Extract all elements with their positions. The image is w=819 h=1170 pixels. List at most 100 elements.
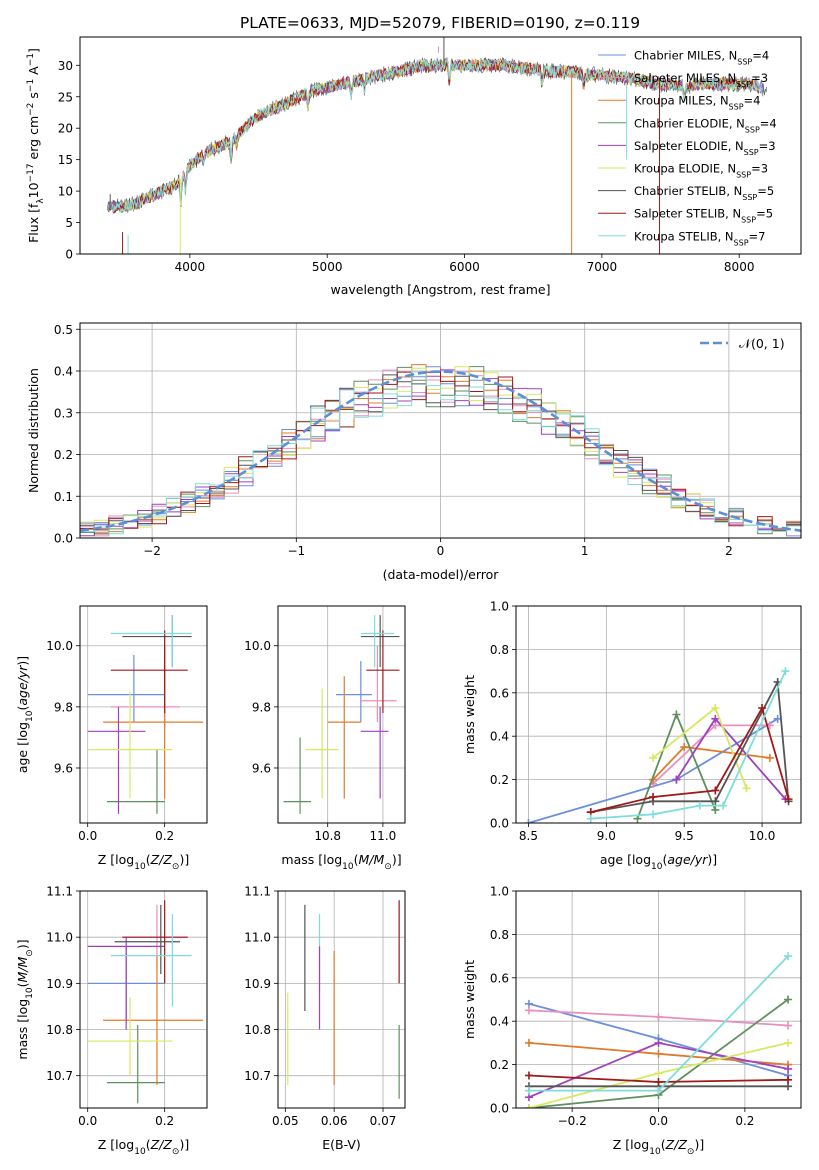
- label-part: −1: [26, 79, 36, 92]
- weight-marker: [654, 1049, 663, 1058]
- plot-area: [283, 615, 400, 814]
- axes-frame: 0.05 0.06 0.07 10.7 10.8 10.9 11.0 11.1: [244, 885, 406, 1128]
- weight-marker: [742, 784, 751, 793]
- panel-mass-vs-ebv: 0.05 0.06 0.07 10.7 10.8 10.9 11.0 11.1 E(B-V): [244, 885, 406, 1152]
- legend-sub: SSP: [736, 170, 751, 179]
- panel-weight-vs-age: 8.5 9.0 9.5 10.0 0.0 0.2 0.4 0.6 0.8 1.0 age [log1…: [462, 600, 802, 872]
- axes-frame: −2 −1 0 1 2 0.0 0.1 0.2 0.3 0.4 0.5 𝒩(0, 1): [54, 322, 802, 558]
- x-axis-label: Z [log10(Z/Z⊙)]: [98, 852, 189, 872]
- y-tick-label: 0.8: [490, 643, 509, 657]
- label-part: )]: [392, 852, 402, 867]
- x-tick-label: 0.07: [370, 1114, 397, 1128]
- y-tick-label: 30: [58, 59, 73, 73]
- weight-marker: [672, 775, 681, 784]
- x-tick-label: 0.0: [78, 1114, 97, 1128]
- label-part: (: [15, 706, 30, 711]
- axes-border: [79, 890, 208, 1109]
- legend-text: Chabrier STELIB, N: [634, 184, 742, 198]
- weight-marker: [711, 797, 720, 806]
- weight-marker: [784, 952, 793, 961]
- y-tick-label: 0.1: [54, 490, 73, 504]
- y-tick-label: 10.8: [46, 1023, 73, 1037]
- panel-weight-vs-Z: −0.2 0.0 0.2 0.0 0.2 0.4 0.6 0.8 1.0 Z [log10(Z/Z…: [462, 885, 802, 1157]
- y-axis-label: Normed distribution: [26, 368, 41, 493]
- legend-text: =3: [751, 71, 768, 85]
- x-axis-label: Z [log10(Z/Z⊙)]: [98, 1137, 189, 1157]
- plot-area: [524, 952, 793, 1108]
- x-tick-label: 0.2: [155, 829, 174, 843]
- legend-sub: SSP: [736, 80, 751, 89]
- y-tick-label: 9.6: [252, 761, 271, 775]
- label-part: ]: [26, 48, 41, 53]
- x-axis-label: (data-model)/error: [383, 567, 500, 582]
- legend-text: Kroupa STELIB, N: [634, 229, 734, 243]
- label-part: 10: [134, 1147, 146, 1157]
- label-part: Z/Z: [150, 1137, 173, 1152]
- y-tick-label: 0.8: [490, 928, 509, 942]
- panel-spectrum: 4000 5000 6000 7000 8000 0 5 10 15 20 25 30 Chabrier…: [26, 36, 802, 297]
- legend-text: =4: [760, 116, 777, 130]
- weight-marker: [711, 703, 720, 712]
- weight-marker: [784, 1021, 793, 1030]
- legend-entry: Salpeter STELIB, NSSP=5: [634, 207, 773, 225]
- label-part: )]: [15, 939, 30, 949]
- label-part: 10: [649, 1147, 661, 1157]
- legend-sub: SSP: [742, 193, 757, 202]
- y-tick-label: 0: [65, 248, 73, 262]
- y-tick-label: 0.2: [490, 1058, 509, 1072]
- legend-entry: Salpeter ELODIE, NSSP=3: [634, 139, 776, 157]
- panel-age-vs-Z: 0.0 0.29.69.810.0Z [log10(Z/Z⊙)]age [log1…: [15, 605, 208, 872]
- axes-frame: −0.2 0.0 0.2 0.0 0.2 0.4 0.6 0.8 1.0: [490, 885, 802, 1128]
- legend-sub: SSP: [741, 215, 756, 224]
- legend-sub: SSP: [729, 102, 744, 111]
- y-tick-label: 0.4: [490, 730, 509, 744]
- y-tick-label: 0.2: [54, 448, 73, 462]
- y-tick-label: 0.0: [54, 532, 73, 546]
- legend-entry: Salpeter MILES, NSSP=3: [634, 71, 768, 89]
- x-axis-label: E(B-V): [322, 1137, 361, 1152]
- x-tick-label: 0.05: [272, 1114, 299, 1128]
- x-tick-label: 0.0: [649, 1114, 668, 1128]
- weight-marker: [654, 1069, 663, 1078]
- legend-entry: Kroupa ELODIE, NSSP=3: [634, 162, 768, 180]
- panel-age-vs-mass: 10.8 11.0 9.6 9.8 10.0 mass [log10(M/M⊙)]: [244, 605, 406, 872]
- y-tick-label: 10.7: [46, 1069, 73, 1083]
- x-tick-label: −2: [143, 544, 161, 558]
- y-tick-label: 1.0: [490, 600, 509, 614]
- plot-area: [87, 900, 204, 1104]
- label-part: )]: [15, 656, 30, 666]
- label-part: (: [146, 1137, 151, 1152]
- label-part: (: [662, 852, 667, 867]
- label-part: λ: [36, 198, 46, 204]
- label-part: ⊙: [172, 862, 180, 872]
- y-tick-label: 10.9: [46, 977, 73, 991]
- legend-entry: Chabrier MILES, NSSP=4: [634, 49, 769, 67]
- weight-marker: [758, 703, 767, 712]
- label-part: M/M: [359, 852, 385, 867]
- label-part: Z/Z: [665, 1137, 688, 1152]
- legend-text: Kroupa ELODIE, N: [634, 162, 736, 176]
- label-part: 10: [342, 862, 354, 872]
- label-part: ⊙: [172, 1147, 180, 1157]
- weight-marker: [719, 801, 728, 810]
- label-part: )]: [179, 852, 189, 867]
- x-axis-label: mass [log10(M/M⊙)]: [281, 852, 401, 872]
- y-tick-label: 0.4: [490, 1015, 509, 1029]
- x-tick-label: 0.0: [78, 829, 97, 843]
- plot-area: [87, 615, 204, 814]
- y-tick-label: 9.6: [54, 761, 73, 775]
- y-axis-label: age [log10(age/yr)]: [15, 656, 35, 773]
- plot-area: [524, 667, 793, 823]
- y-tick-label: 11.0: [46, 931, 73, 945]
- y-tick-label: 0.3: [54, 406, 73, 420]
- weight-marker: [784, 1075, 793, 1084]
- y-tick-label: 11.1: [244, 885, 271, 899]
- label-part: 10: [26, 182, 41, 198]
- label-part: (: [15, 982, 30, 987]
- label-part: 10: [25, 710, 35, 722]
- legend-text: =5: [757, 184, 774, 198]
- label-part: s: [26, 92, 41, 103]
- y-tick-label: 10.9: [244, 977, 271, 991]
- label-part: mass weight: [462, 675, 477, 754]
- y-tick-label: 0.0: [490, 817, 509, 831]
